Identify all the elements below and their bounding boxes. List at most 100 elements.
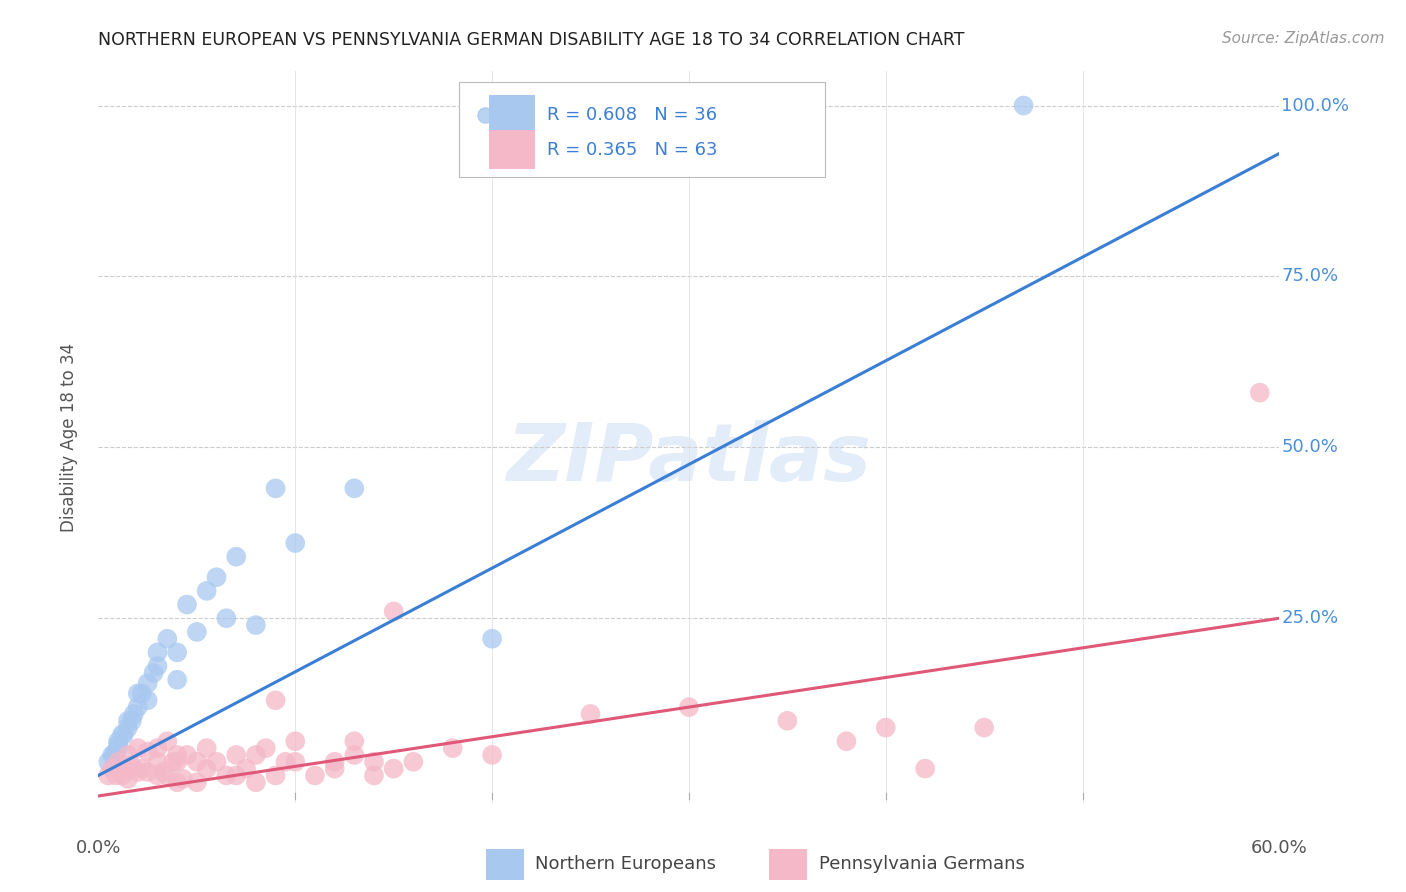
Point <box>579 706 602 721</box>
Text: R = 0.608   N = 36: R = 0.608 N = 36 <box>547 106 717 124</box>
Point <box>146 768 169 782</box>
Point <box>205 570 228 584</box>
Point <box>111 768 134 782</box>
Point <box>343 747 366 762</box>
FancyBboxPatch shape <box>486 849 523 880</box>
Point <box>195 741 218 756</box>
Point <box>195 583 218 598</box>
Point <box>112 727 135 741</box>
Point <box>343 734 366 748</box>
Text: ZIPatlas: ZIPatlas <box>506 420 872 498</box>
Point <box>166 747 188 762</box>
Point <box>101 747 124 762</box>
Text: Disability Age 18 to 34: Disability Age 18 to 34 <box>60 343 77 532</box>
Point <box>363 755 385 769</box>
FancyBboxPatch shape <box>489 95 536 138</box>
Point <box>156 768 179 782</box>
Point <box>441 741 464 756</box>
Point <box>176 598 198 612</box>
Text: 25.0%: 25.0% <box>1281 609 1339 627</box>
Text: 0.0%: 0.0% <box>76 839 121 857</box>
Point <box>101 762 124 776</box>
Point <box>186 775 208 789</box>
Point <box>264 693 287 707</box>
Point <box>264 481 287 495</box>
Point <box>136 745 159 759</box>
Point <box>245 618 267 632</box>
Point <box>131 686 153 700</box>
Point <box>156 734 179 748</box>
Point <box>382 604 405 618</box>
FancyBboxPatch shape <box>489 130 536 169</box>
Point <box>875 721 897 735</box>
Point <box>481 747 503 762</box>
Point <box>97 768 120 782</box>
Point <box>186 624 208 639</box>
Point <box>274 755 297 769</box>
Point <box>107 755 129 769</box>
Point <box>166 673 188 687</box>
Point <box>156 632 179 646</box>
Point <box>1012 98 1035 112</box>
Point <box>117 714 139 728</box>
Point <box>235 762 257 776</box>
Point <box>166 775 188 789</box>
Point <box>304 768 326 782</box>
Point <box>112 762 135 776</box>
Point <box>264 768 287 782</box>
Text: R = 0.365   N = 63: R = 0.365 N = 63 <box>547 141 717 159</box>
Text: Source: ZipAtlas.com: Source: ZipAtlas.com <box>1222 31 1385 46</box>
Text: 60.0%: 60.0% <box>1251 839 1308 857</box>
Point <box>121 714 143 728</box>
Point <box>215 611 238 625</box>
Point <box>136 676 159 690</box>
Point <box>166 755 188 769</box>
Point <box>215 768 238 782</box>
Point <box>195 762 218 776</box>
Point <box>146 645 169 659</box>
Text: 50.0%: 50.0% <box>1281 438 1339 457</box>
Point <box>166 645 188 659</box>
Point <box>127 686 149 700</box>
Point <box>103 747 125 762</box>
Point <box>136 765 159 780</box>
Point <box>225 768 247 782</box>
Point <box>107 741 129 756</box>
Point <box>776 714 799 728</box>
Point <box>245 747 267 762</box>
Point <box>731 139 754 153</box>
Point <box>914 762 936 776</box>
Text: 100.0%: 100.0% <box>1281 96 1350 114</box>
Point <box>117 772 139 786</box>
Point <box>245 775 267 789</box>
Point <box>363 768 385 782</box>
FancyBboxPatch shape <box>769 849 807 880</box>
Point <box>284 755 307 769</box>
Point <box>973 721 995 735</box>
Point <box>678 700 700 714</box>
Point <box>152 765 174 780</box>
Point <box>343 481 366 495</box>
Point <box>172 772 194 786</box>
Point <box>176 747 198 762</box>
Point <box>205 755 228 769</box>
Text: NORTHERN EUROPEAN VS PENNSYLVANIA GERMAN DISABILITY AGE 18 TO 34 CORRELATION CHA: NORTHERN EUROPEAN VS PENNSYLVANIA GERMAN… <box>98 31 965 49</box>
Point <box>136 693 159 707</box>
Point <box>382 762 405 776</box>
Point <box>97 755 120 769</box>
FancyBboxPatch shape <box>458 82 825 178</box>
Text: 75.0%: 75.0% <box>1281 268 1339 285</box>
Point <box>225 549 247 564</box>
Point <box>117 747 139 762</box>
Point <box>146 659 169 673</box>
Point <box>127 765 149 780</box>
Point <box>107 734 129 748</box>
Text: Pennsylvania Germans: Pennsylvania Germans <box>818 855 1025 873</box>
Point <box>481 632 503 646</box>
Point <box>323 755 346 769</box>
Point <box>225 747 247 762</box>
Point <box>111 727 134 741</box>
Text: Northern Europeans: Northern Europeans <box>536 855 717 873</box>
Point <box>284 536 307 550</box>
Point <box>105 768 128 782</box>
